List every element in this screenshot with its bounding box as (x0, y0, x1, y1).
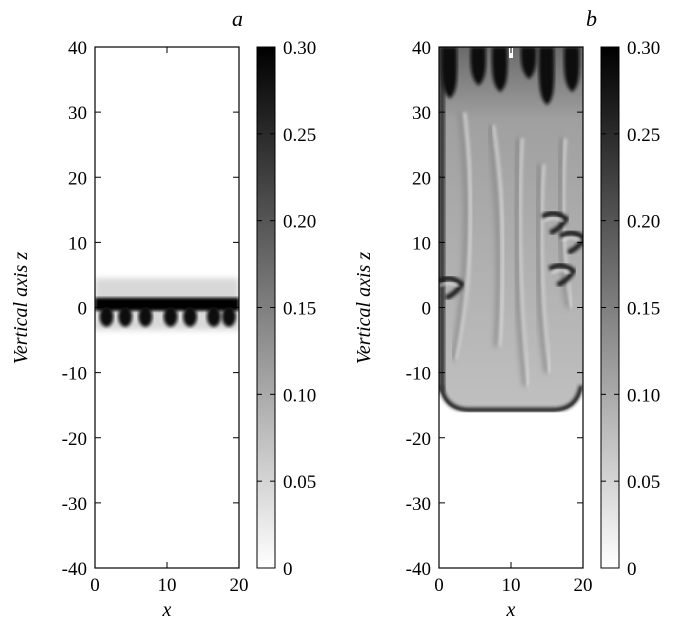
colorbar-tick-label: 0.05 (283, 472, 316, 493)
y-tick-label: 10 (412, 233, 431, 254)
y-axis-label-b: Vertical axis z (353, 252, 375, 364)
plume-lobe (221, 306, 236, 327)
dark-eddy (548, 262, 577, 288)
y-tick-label: -20 (406, 429, 431, 450)
x-tick-label: 0 (90, 575, 100, 596)
y-tick-label: 30 (68, 103, 87, 124)
colorbar-tick-label: 0.30 (627, 38, 660, 59)
plume-lobe (138, 306, 153, 327)
x-tick-label: 10 (158, 575, 177, 596)
mixing-streak (518, 138, 530, 386)
colorbar-tick-label: 0.15 (283, 299, 316, 320)
y-tick-label: 40 (412, 38, 431, 59)
plume-finger (470, 47, 486, 86)
y-tick-label: -10 (406, 364, 431, 385)
heatmap-b (439, 47, 583, 568)
heatmap-a (95, 47, 239, 568)
plume-finger (441, 47, 458, 99)
y-tick-label: -20 (62, 429, 87, 450)
mixing-streak (491, 124, 505, 347)
colorbar-tick-label: 0.20 (627, 212, 660, 233)
mixing-zone (439, 47, 583, 412)
y-axis-label-a: Vertical axis z (10, 252, 32, 364)
plume-finger (520, 47, 537, 80)
lower-front (439, 385, 583, 412)
light-eddy-edge (543, 216, 564, 223)
light-eddy-edge (561, 236, 582, 243)
colorbar-tick-label: 0.25 (627, 125, 660, 146)
mixing-streak (454, 111, 473, 360)
mixing-streak (540, 164, 552, 373)
x-axis-label-b: x (506, 599, 516, 621)
mixing-streak (534, 164, 550, 373)
x-tick-label: 20 (574, 575, 593, 596)
dark-eddy (558, 230, 583, 255)
colorbar-tick-label: 0 (627, 559, 637, 580)
y-tick-label: 10 (68, 233, 87, 254)
y-tick-label: 0 (422, 299, 432, 320)
dark-eddy (540, 210, 570, 236)
light-eddy-edge (550, 268, 572, 275)
colorbar-tick-label: 0.25 (283, 125, 316, 146)
colorbar-tick-label: 0.10 (283, 385, 316, 406)
x-axis-label-a: x (162, 599, 172, 621)
plume-lobe (163, 306, 178, 327)
axis-ticks-b: -40 -30 -20 -10 0 10 20 30 40 0 10 20 (406, 38, 593, 596)
panel-b: -40 -30 -20 -10 0 10 20 30 40 0 10 20 x Vertical ax… (353, 6, 660, 621)
plume-finger (563, 47, 580, 93)
mixing-streak (513, 138, 528, 386)
plume-finger (538, 47, 555, 106)
y-tick-label: -10 (62, 364, 87, 385)
colorbar-tick-label: 0.05 (627, 472, 660, 493)
x-tick-label: 20 (230, 575, 249, 596)
plume-lobe (99, 306, 114, 327)
y-tick-label: -30 (406, 494, 431, 515)
y-tick-label: 40 (68, 38, 87, 59)
plume-lobe (206, 306, 221, 327)
colorbar-tick-label: 0 (283, 559, 293, 580)
colorbar-a: 0 0.05 0.10 0.15 0.20 0.25 0.30 (256, 38, 316, 580)
left-wall-layer (439, 47, 445, 392)
panel-a: -40 -30 -20 -10 0 10 20 30 40 0 10 20 x Vertical ax… (10, 6, 316, 621)
plume-lobe (183, 306, 198, 327)
plume-finger (491, 47, 508, 93)
colorbar-tick-label: 0.20 (283, 212, 316, 233)
y-tick-label: -40 (62, 559, 87, 580)
y-tick-label: -40 (406, 559, 431, 580)
y-tick-label: 30 (412, 103, 431, 124)
y-tick-label: 20 (412, 168, 431, 189)
mixing-streak (450, 111, 469, 361)
panel-label-b: b (586, 6, 597, 31)
colorbar-tick-label: 0.15 (627, 299, 660, 320)
dense-layer (95, 297, 239, 311)
y-tick-label: 20 (68, 168, 87, 189)
panel-label-a: a (232, 6, 243, 31)
x-tick-label: 10 (502, 575, 521, 596)
y-tick-label: 0 (78, 299, 88, 320)
colorbar-b: 0 0.05 0.10 0.15 0.20 0.25 0.30 (600, 38, 660, 580)
x-tick-label: 0 (434, 575, 444, 596)
colorbar-tick-label: 0.30 (283, 38, 316, 59)
dark-eddy (439, 275, 466, 301)
axis-ticks-a: -40 -30 -20 -10 0 10 20 30 40 0 10 20 (62, 38, 249, 596)
colorbar-tick-label: 0.10 (627, 385, 660, 406)
mixing-streak (486, 124, 502, 347)
plume-lobe (118, 306, 133, 327)
y-tick-label: -30 (62, 494, 87, 515)
light-eddy-edge (439, 281, 460, 288)
